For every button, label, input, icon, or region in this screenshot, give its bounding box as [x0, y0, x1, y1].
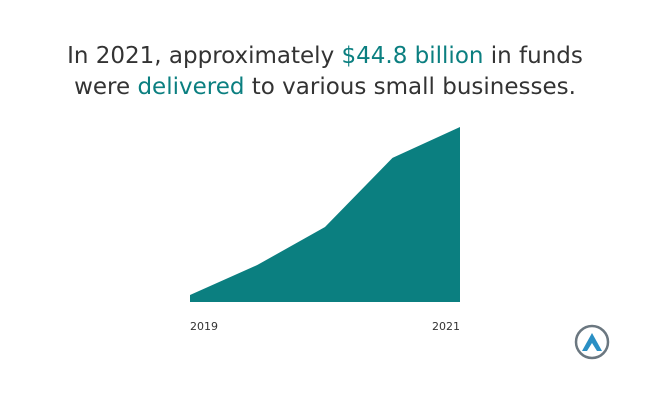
area: [190, 127, 460, 302]
logo-mark: [582, 333, 602, 351]
title-highlight: $44.8 billion: [342, 43, 484, 69]
x-tick-label: 2021: [432, 320, 460, 333]
logo: [574, 324, 610, 360]
title-text: In 2021, approximately: [67, 43, 341, 69]
x-tick-label: 2019: [190, 320, 218, 333]
title-text: in funds: [483, 43, 582, 69]
title-line: were delivered to various small business…: [74, 74, 576, 100]
title-text: were: [74, 74, 137, 100]
title-text: to various small businesses.: [244, 74, 575, 100]
logo-cut: [587, 343, 597, 351]
title-highlight: delivered: [137, 74, 244, 100]
title-line: In 2021, approximately $44.8 billion in …: [67, 43, 583, 69]
